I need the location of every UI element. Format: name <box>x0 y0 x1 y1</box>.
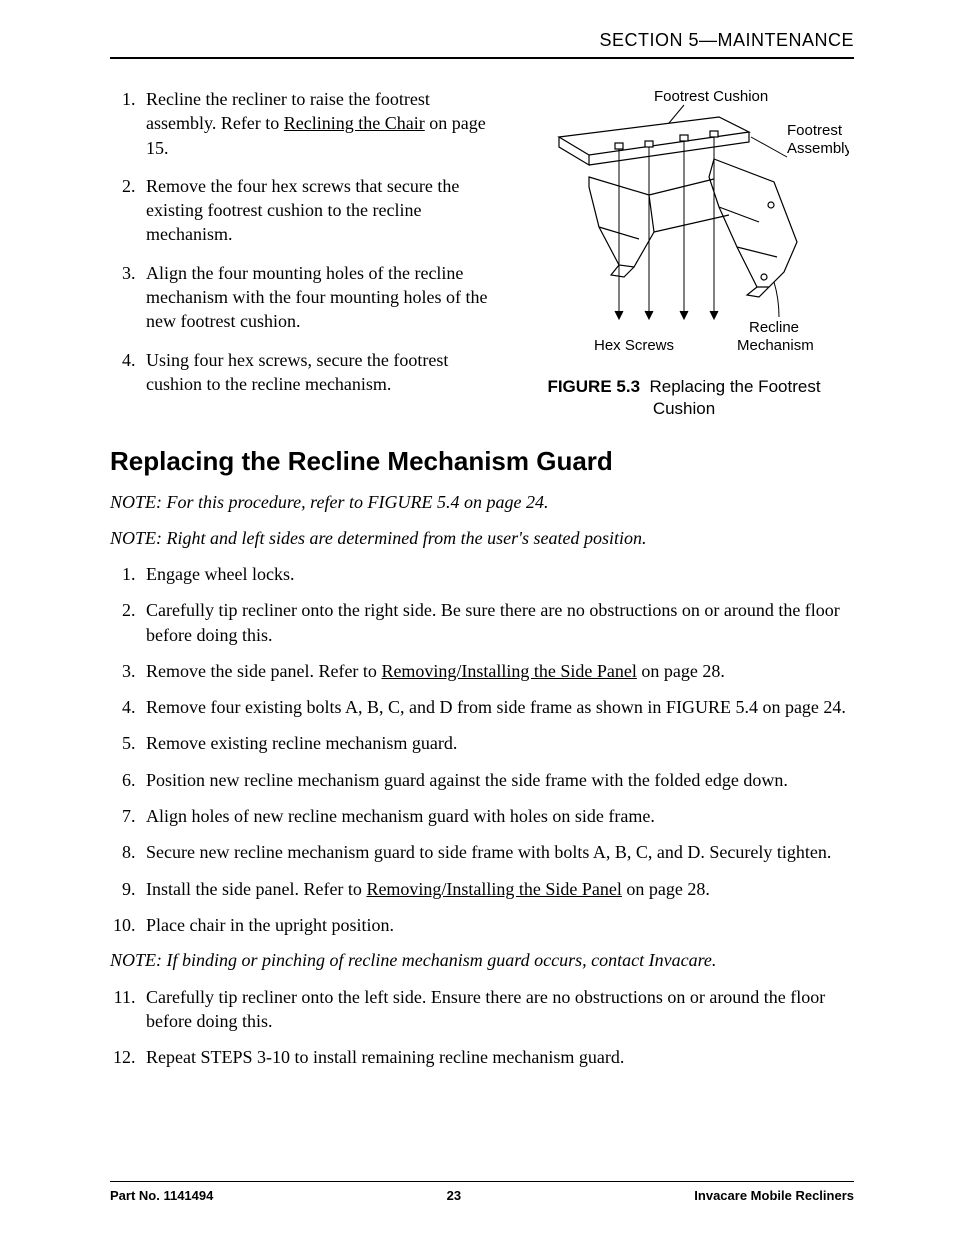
guard-step-10: Place chair in the upright position. <box>140 913 854 937</box>
figure-5-3-diagram: Footrest Cushion Footrest Assembly Recli… <box>519 87 849 367</box>
figure-5-3-container: Footrest Cushion Footrest Assembly Recli… <box>514 87 854 420</box>
note-2: NOTE: Right and left sides are determine… <box>110 527 854 550</box>
section-header: SECTION 5—MAINTENANCE <box>110 30 854 59</box>
figure-number: FIGURE 5.3 <box>547 377 640 396</box>
heading-replacing-guard: Replacing the Recline Mechanism Guard <box>110 446 854 477</box>
guard-step-2: Carefully tip recliner onto the right si… <box>140 598 854 647</box>
guard-step-8: Secure new recline mechanism guard to si… <box>140 840 854 864</box>
guard-step-9: Install the side panel. Refer to Removin… <box>140 877 854 901</box>
side-panel-link-1[interactable]: Removing/Installing the Side Panel <box>381 661 636 681</box>
guard-step-5: Remove existing recline mechanism guard. <box>140 731 854 755</box>
footer-part-no: Part No. 1141494 <box>110 1188 213 1203</box>
guard-step-4: Remove four existing bolts A, B, C, and … <box>140 695 854 719</box>
footer-product: Invacare Mobile Recliners <box>694 1188 854 1203</box>
figure-5-3-caption: FIGURE 5.3 Replacing the Footrest Cushio… <box>514 376 854 420</box>
guard-step-11: Carefully tip recliner onto the left sid… <box>140 985 854 1034</box>
footrest-steps-list: Recline the recliner to raise the footre… <box>110 87 494 396</box>
note-1: NOTE: For this procedure, refer to FIGUR… <box>110 491 854 514</box>
label-footrest-assembly-2: Assembly <box>787 140 849 157</box>
footer-page-number: 23 <box>447 1188 461 1203</box>
step-4: Using four hex screws, secure the footre… <box>140 348 494 397</box>
step-1: Recline the recliner to raise the footre… <box>140 87 494 160</box>
guard-steps-list: Engage wheel locks. Carefully tip reclin… <box>110 562 854 937</box>
label-footrest-cushion: Footrest Cushion <box>654 88 768 105</box>
step-2: Remove the four hex screws that secure t… <box>140 174 494 247</box>
reclining-chair-link[interactable]: Reclining the Chair <box>284 113 425 133</box>
guard-step-7: Align holes of new recline mechanism gua… <box>140 804 854 828</box>
top-content-row: Recline the recliner to raise the footre… <box>110 87 854 420</box>
guard-step-3a: Remove the side panel. Refer to <box>146 661 381 681</box>
step-3: Align the four mounting holes of the rec… <box>140 261 494 334</box>
guard-step-6: Position new recline mechanism guard aga… <box>140 768 854 792</box>
label-footrest-assembly-1: Footrest <box>787 122 843 139</box>
page: SECTION 5—MAINTENANCE Recline the reclin… <box>0 0 954 1235</box>
guard-steps-list-2: Carefully tip recliner onto the left sid… <box>110 985 854 1070</box>
guard-step-12: Repeat STEPS 3-10 to install remaining r… <box>140 1045 854 1069</box>
guard-step-1: Engage wheel locks. <box>140 562 854 586</box>
guard-step-3: Remove the side panel. Refer to Removing… <box>140 659 854 683</box>
top-steps-column: Recline the recliner to raise the footre… <box>110 87 494 420</box>
guard-step-3b: on page 28. <box>637 661 725 681</box>
figure-caption-text: Replacing the Footrest Cushion <box>650 377 821 418</box>
page-footer: Part No. 1141494 23 Invacare Mobile Recl… <box>110 1181 854 1203</box>
label-hex-screws: Hex Screws <box>594 337 674 354</box>
side-panel-link-2[interactable]: Removing/Installing the Side Panel <box>366 879 621 899</box>
label-recline-1: Recline <box>749 319 799 336</box>
label-recline-2: Mechanism <box>737 337 814 354</box>
guard-step-9a: Install the side panel. Refer to <box>146 879 366 899</box>
note-3: NOTE: If binding or pinching of recline … <box>110 949 854 972</box>
guard-step-9b: on page 28. <box>622 879 710 899</box>
